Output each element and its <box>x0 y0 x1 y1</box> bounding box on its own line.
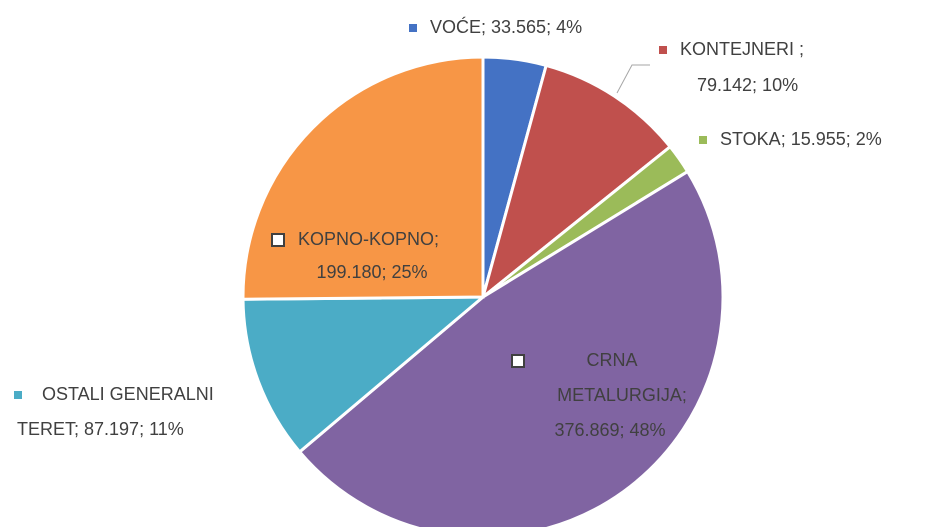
data-label: OSTALI GENERALNI <box>42 384 214 404</box>
data-label: KONTEJNERI ; <box>680 39 804 59</box>
data-label: CRNA <box>586 350 637 370</box>
leader-line <box>616 64 650 94</box>
data-label: STOKA; 15.955; 2% <box>720 129 882 149</box>
data-label: 199.180; 25% <box>316 262 427 282</box>
legend-key <box>511 354 525 368</box>
data-label: METALURGIJA; <box>557 385 687 405</box>
pie-slice <box>241 295 488 454</box>
pie-slice <box>241 55 485 301</box>
legend-key <box>271 233 285 247</box>
data-label: TERET; 87.197; 11% <box>17 419 184 439</box>
legend-key <box>699 136 707 144</box>
data-label: VOĆE; 33.565; 4% <box>430 16 582 37</box>
legend-key <box>14 391 22 399</box>
data-label: 376.869; 48% <box>554 420 665 440</box>
legend-key <box>659 46 667 54</box>
data-label: 79.142; 10% <box>697 75 798 95</box>
pie-slice <box>480 63 673 302</box>
pie-slice <box>297 169 725 527</box>
legend-key <box>409 24 417 32</box>
data-label: KOPNO-KOPNO; <box>298 229 439 249</box>
